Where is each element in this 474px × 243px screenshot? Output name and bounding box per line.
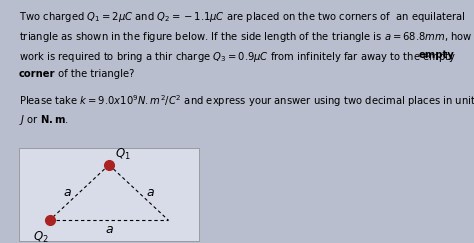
Text: $a$: $a$ <box>146 186 155 199</box>
FancyBboxPatch shape <box>19 148 199 241</box>
Text: Please take $k = 9.0x10^9 N. m^2/C^2$ and express your answer using two decimal : Please take $k = 9.0x10^9 N. m^2/C^2$ an… <box>19 93 474 109</box>
Text: $Q_2$: $Q_2$ <box>33 230 49 243</box>
Text: empty: empty <box>419 50 454 60</box>
Text: Two charged $Q_1 = 2\mu C$ and $Q_2 = -1.1\mu C$ are placed on the two corners o: Two charged $Q_1 = 2\mu C$ and $Q_2 = -1… <box>19 10 466 24</box>
Text: work is required to bring a thir charge $Q_3 = 0.9\mu C$ from infinitely far awa: work is required to bring a thir charge … <box>19 50 456 64</box>
Text: of the triangle?: of the triangle? <box>55 69 134 79</box>
Text: triangle as shown in the figure below. If the side length of the triangle is $a : triangle as shown in the figure below. I… <box>19 30 474 44</box>
Text: $Q_1$: $Q_1$ <box>115 147 130 162</box>
Text: $a$: $a$ <box>63 186 72 199</box>
Text: $J$ or $\mathbf{N.m}$.: $J$ or $\mathbf{N.m}$. <box>19 113 69 127</box>
Text: $a$: $a$ <box>105 224 113 236</box>
Text: corner: corner <box>19 69 55 79</box>
